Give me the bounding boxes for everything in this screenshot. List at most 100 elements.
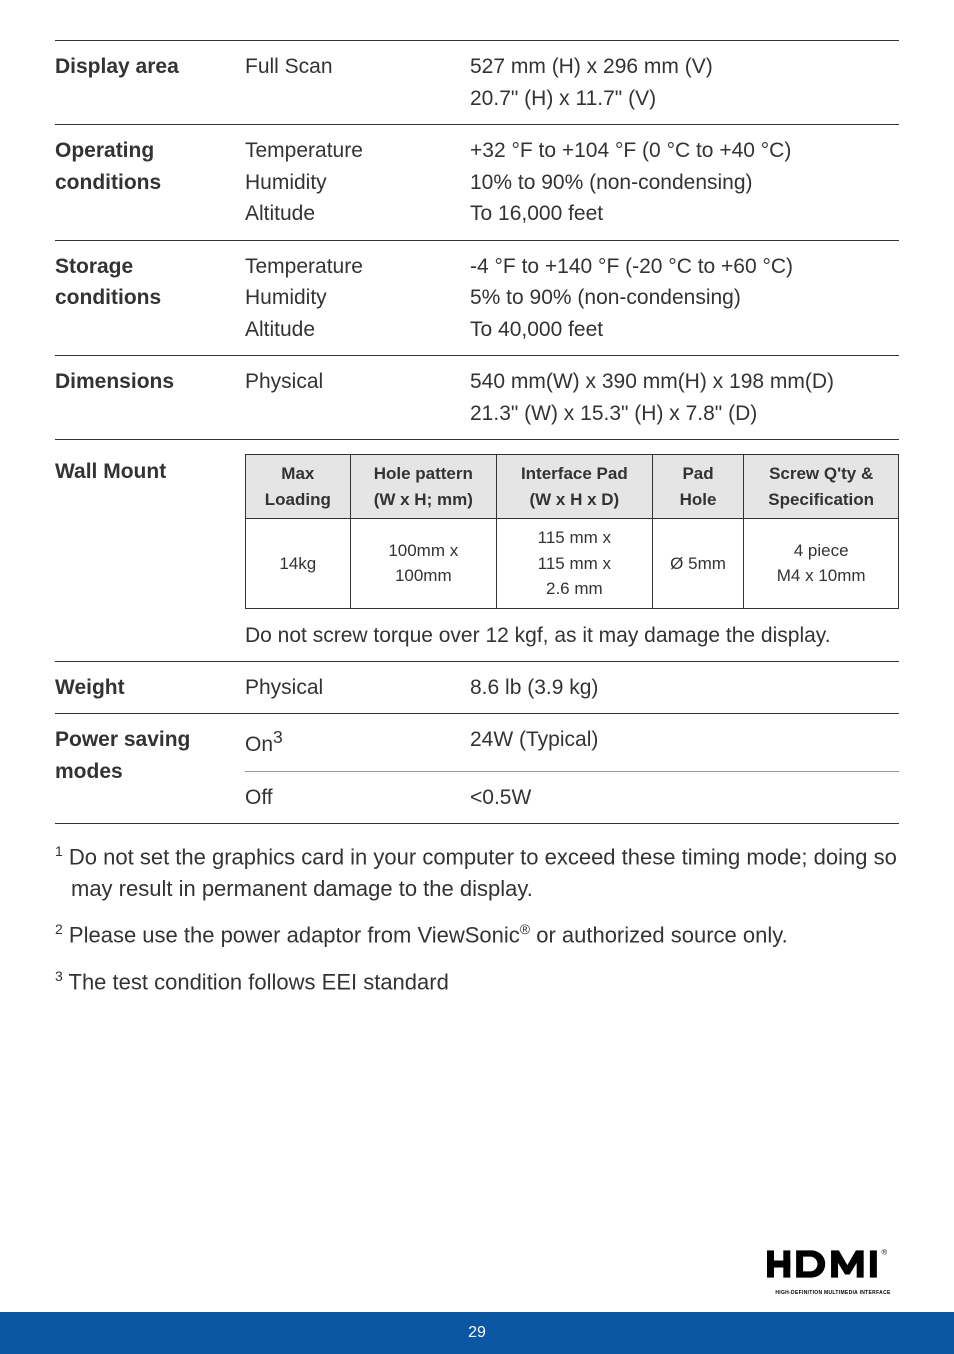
cell-interface-pad: 115 mm x 115 mm x 2.6 mm	[496, 519, 652, 609]
text: M4 x 10mm	[777, 566, 866, 585]
text: Please use the power adaptor from ViewSo…	[63, 923, 520, 948]
wall-mount-content: Max Loading Hole pattern (W x H; mm) Inter…	[245, 450, 899, 651]
hdmi-subtitle: HIGH-DEFINITION MULTIMEDIA INTERFACE	[767, 1290, 899, 1296]
values: -4 °F to +140 °F (-20 °C to +60 °C) 5% t…	[470, 251, 899, 346]
footnotes: 1 Do not set the graphics card in your c…	[0, 824, 954, 998]
label: Wall Mount	[55, 450, 245, 651]
altitude-value: To 40,000 feet	[470, 314, 899, 346]
spec-table: Display area Full Scan 527 mm (H) x 296 …	[0, 0, 954, 824]
label: Operating conditions	[55, 135, 245, 230]
table-header-row: Max Loading Hole pattern (W x H; mm) Inter…	[246, 455, 899, 519]
th-pad-hole: Pad Hole	[652, 455, 744, 519]
label: Storage conditions	[55, 251, 245, 346]
text: Max	[281, 464, 314, 483]
humidity-label: Humidity	[245, 167, 470, 199]
text: (W x H; mm)	[374, 490, 473, 509]
th-screw-spec: Screw Q'ty & Specification	[744, 455, 899, 519]
sup: 1	[55, 843, 63, 859]
line2: 21.3" (W) x 15.3" (H) x 7.8" (D)	[470, 398, 899, 430]
value: 8.6 lb (3.9 kg)	[470, 672, 899, 704]
footnote-2: 2 Please use the power adaptor from View…	[55, 920, 899, 951]
value: 540 mm(W) x 390 mm(H) x 198 mm(D) 21.3" …	[470, 366, 899, 429]
value: 527 mm (H) x 296 mm (V) 20.7" (H) x 11.7…	[470, 51, 899, 114]
text: Hole pattern	[374, 464, 473, 483]
hdmi-logo: ® HIGH-DEFINITION MULTIMEDIA INTERFACE	[767, 1245, 899, 1296]
th-interface-pad: Interface Pad (W x H x D)	[496, 455, 652, 519]
text: Pad	[682, 464, 713, 483]
sup: 3	[273, 727, 283, 747]
sup: 3	[55, 968, 63, 984]
text: On	[245, 733, 273, 756]
footnote-1: 1 Do not set the graphics card in your c…	[55, 842, 899, 904]
power-on-row: On3 24W (Typical)	[245, 714, 899, 771]
hdmi-icon: ®	[767, 1245, 899, 1283]
cell-pad-hole: Ø 5mm	[652, 519, 744, 609]
cell-screw-spec: 4 piece M4 x 10mm	[744, 519, 899, 609]
text: Screw Q'ty &	[769, 464, 873, 483]
row-wall-mount: Wall Mount Max Loading Hole pattern (W x H…	[55, 439, 899, 661]
text: Loading	[265, 490, 331, 509]
on-label: On3	[245, 724, 470, 761]
row-operating-conditions: Operating conditions Temperature Humidit…	[55, 124, 899, 240]
line1: 540 mm(W) x 390 mm(H) x 198 mm(D)	[470, 366, 899, 398]
row-dimensions: Dimensions Physical 540 mm(W) x 390 mm(H…	[55, 355, 899, 439]
row-weight: Weight Physical 8.6 lb (3.9 kg)	[55, 661, 899, 714]
text: The test condition follows EEI standard	[63, 970, 449, 995]
off-label: Off	[245, 782, 470, 814]
humidity-value: 10% to 90% (non-condensing)	[470, 167, 899, 199]
value-type: Physical	[245, 366, 470, 429]
row-display-area: Display area Full Scan 527 mm (H) x 296 …	[55, 40, 899, 124]
text: 4 piece	[794, 541, 849, 560]
row-storage-conditions: Storage conditions Temperature Humidity …	[55, 240, 899, 356]
on-value: 24W (Typical)	[470, 724, 598, 761]
cell-max-loading: 14kg	[246, 519, 351, 609]
text: (W x H x D)	[529, 490, 619, 509]
table-row: 14kg 100mm x 100mm 115 mm x 115 mm x 2.6 mm…	[246, 519, 899, 609]
altitude-value: To 16,000 feet	[470, 198, 899, 230]
subtypes: Temperature Humidity Altitude	[245, 135, 470, 230]
wall-mount-note: Do not screw torque over 12 kgf, as it m…	[245, 621, 899, 651]
altitude-label: Altitude	[245, 198, 470, 230]
reg-mark: ®	[520, 921, 530, 937]
label: Power saving modes	[55, 714, 245, 823]
power-subrows: On3 24W (Typical) Off <0.5W	[245, 714, 899, 823]
svg-text:®: ®	[882, 1247, 888, 1256]
text: 115 mm x	[538, 528, 611, 547]
cell-hole-pattern: 100mm x 100mm	[350, 519, 496, 609]
text: Do not set the graphics card in your com…	[63, 845, 897, 901]
wall-mount-table: Max Loading Hole pattern (W x H; mm) Inter…	[245, 454, 899, 609]
temp-value: +32 °F to +104 °F (0 °C to +40 °C)	[470, 135, 899, 167]
temp-value: -4 °F to +140 °F (-20 °C to +60 °C)	[470, 251, 899, 283]
value-type: Full Scan	[245, 51, 470, 114]
footnote-3: 3 The test condition follows EEI standar…	[55, 967, 899, 998]
altitude-label: Altitude	[245, 314, 470, 346]
sup: 2	[55, 921, 63, 937]
text: 100mm	[395, 566, 452, 585]
value-type: Physical	[245, 672, 470, 704]
off-value: <0.5W	[470, 782, 531, 814]
text: Hole	[680, 490, 717, 509]
humidity-value: 5% to 90% (non-condensing)	[470, 282, 899, 314]
text: 100mm x	[388, 541, 458, 560]
text: 115 mm x	[538, 554, 611, 573]
subtypes: Temperature Humidity Altitude	[245, 251, 470, 346]
page-number-bar: 29	[0, 1312, 954, 1354]
row-power-saving: Power saving modes On3 24W (Typical) Off…	[55, 713, 899, 824]
power-off-row: Off <0.5W	[245, 771, 899, 824]
text: Interface Pad	[521, 464, 628, 483]
temp-label: Temperature	[245, 135, 470, 167]
humidity-label: Humidity	[245, 282, 470, 314]
text: Specification	[768, 490, 874, 509]
temp-label: Temperature	[245, 251, 470, 283]
text: or authorized source only.	[530, 923, 788, 948]
text: 2.6 mm	[546, 579, 603, 598]
line1: 527 mm (H) x 296 mm (V)	[470, 51, 899, 83]
values: +32 °F to +104 °F (0 °C to +40 °C) 10% t…	[470, 135, 899, 230]
th-hole-pattern: Hole pattern (W x H; mm)	[350, 455, 496, 519]
label: Display area	[55, 51, 245, 114]
th-max-loading: Max Loading	[246, 455, 351, 519]
page-footer: ® HIGH-DEFINITION MULTIMEDIA INTERFACE 2…	[0, 1312, 954, 1354]
line2: 20.7" (H) x 11.7" (V)	[470, 83, 899, 115]
page-number: 29	[468, 1324, 486, 1342]
label: Dimensions	[55, 366, 245, 429]
